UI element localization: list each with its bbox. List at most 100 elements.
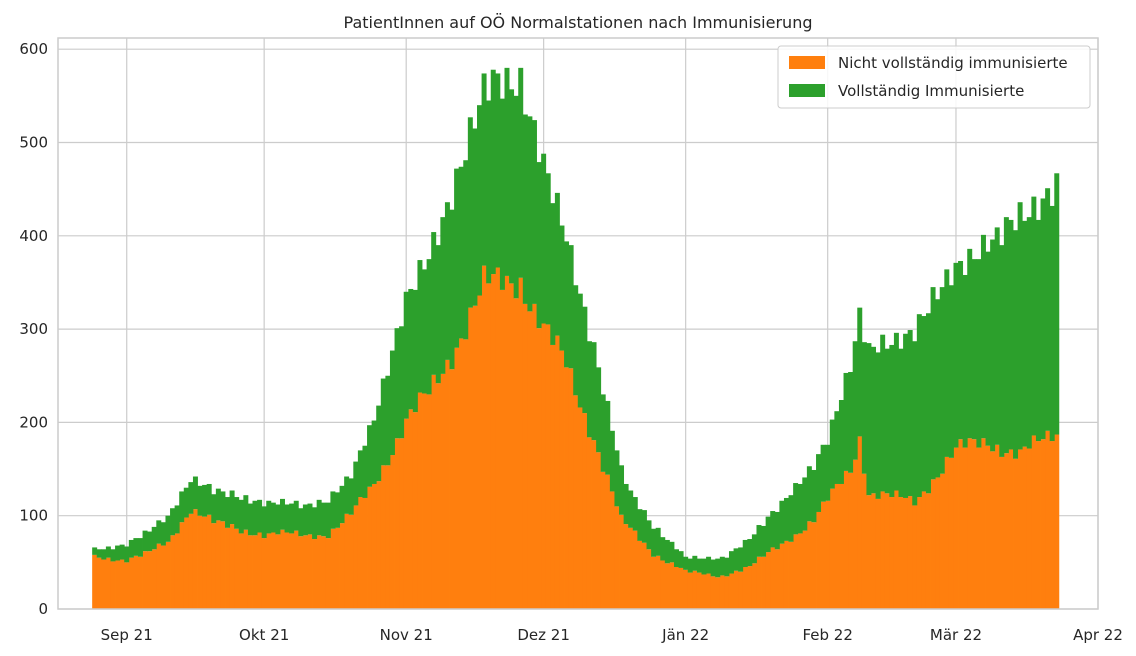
bar-not-fully-immunized — [715, 577, 721, 609]
bar-fully-immunized — [270, 502, 276, 533]
bar-not-fully-immunized — [403, 418, 409, 609]
bar-not-fully-immunized — [188, 513, 194, 609]
bar-not-fully-immunized — [486, 283, 492, 609]
bar-not-fully-immunized — [582, 413, 588, 609]
bar-fully-immunized — [252, 500, 258, 536]
bar-fully-immunized — [1022, 220, 1028, 447]
bar-not-fully-immunized — [948, 457, 954, 609]
bar-not-fully-immunized — [545, 324, 551, 609]
bar-fully-immunized — [783, 497, 789, 541]
bar-not-fully-immunized — [921, 491, 927, 609]
x-tick-label: Jän 22 — [661, 626, 709, 644]
bar-fully-immunized — [96, 549, 102, 558]
bar-not-fully-immunized — [183, 517, 189, 609]
bar-not-fully-immunized — [559, 350, 565, 609]
bar-fully-immunized — [609, 430, 615, 492]
bar-fully-immunized — [907, 330, 913, 497]
bar-fully-immunized — [1026, 217, 1032, 449]
bar-not-fully-immunized — [573, 395, 579, 609]
bar-not-fully-immunized — [275, 534, 281, 609]
bar-not-fully-immunized — [564, 367, 570, 609]
bar-fully-immunized — [367, 425, 373, 487]
y-tick-label: 0 — [38, 600, 48, 618]
bar-fully-immunized — [651, 528, 657, 557]
bar-fully-immunized — [958, 260, 964, 440]
bar-not-fully-immunized — [834, 483, 840, 609]
bar-fully-immunized — [747, 539, 753, 567]
bar-fully-immunized — [541, 153, 547, 324]
bar-not-fully-immunized — [316, 535, 322, 609]
bar-fully-immunized — [728, 551, 734, 574]
bar-fully-immunized — [692, 555, 698, 571]
bar-not-fully-immunized — [192, 509, 198, 609]
bar-fully-immunized — [669, 541, 675, 563]
bar-fully-immunized — [513, 95, 519, 299]
bar-not-fully-immunized — [490, 274, 496, 609]
bar-fully-immunized — [889, 344, 895, 498]
x-tick-label: Sep 21 — [101, 626, 153, 644]
bar-fully-immunized — [495, 73, 501, 268]
bar-fully-immunized — [509, 89, 515, 284]
bar-not-fully-immunized — [728, 573, 734, 609]
bar-fully-immunized — [234, 497, 240, 529]
y-tick-label: 500 — [19, 133, 48, 151]
bar-not-fully-immunized — [687, 572, 693, 609]
bar-not-fully-immunized — [733, 570, 739, 609]
bar-fully-immunized — [586, 341, 592, 438]
bar-fully-immunized — [761, 525, 767, 557]
bar-not-fully-immunized — [953, 447, 959, 609]
bar-fully-immunized — [701, 558, 707, 575]
bar-fully-immunized — [568, 245, 574, 369]
bar-fully-immunized — [614, 450, 620, 507]
bar-fully-immunized — [706, 556, 712, 574]
bar-fully-immunized — [1008, 219, 1014, 450]
bar-not-fully-immunized — [825, 500, 831, 609]
bar-not-fully-immunized — [348, 514, 354, 609]
bar-not-fully-immunized — [706, 573, 712, 609]
bar-not-fully-immunized — [1040, 439, 1046, 609]
bar-fully-immunized — [435, 245, 441, 384]
x-tick-label: Nov 21 — [380, 626, 433, 644]
bar-fully-immunized — [1003, 217, 1009, 454]
bar-not-fully-immunized — [385, 465, 391, 609]
x-tick-label: Mär 22 — [930, 626, 982, 644]
bar-not-fully-immunized — [458, 338, 464, 609]
bar-not-fully-immunized — [944, 456, 950, 609]
bar-not-fully-immunized — [1013, 458, 1019, 609]
bar-fully-immunized — [417, 260, 423, 393]
bar-fully-immunized — [385, 375, 391, 466]
bar-not-fully-immunized — [719, 575, 725, 609]
bar-fully-immunized — [1045, 188, 1051, 431]
bar-fully-immunized — [289, 503, 295, 534]
bar-fully-immunized — [820, 444, 826, 502]
bar-not-fully-immunized — [1035, 441, 1041, 609]
bar-fully-immunized — [160, 522, 166, 546]
bar-fully-immunized — [793, 483, 799, 535]
bar-fully-immunized — [779, 500, 785, 544]
bar-fully-immunized — [884, 348, 890, 494]
bar-not-fully-immunized — [307, 534, 313, 609]
bar-not-fully-immunized — [495, 267, 501, 609]
bar-fully-immunized — [848, 372, 854, 473]
bar-fully-immunized — [170, 508, 176, 536]
bar-not-fully-immunized — [454, 347, 460, 609]
bar-not-fully-immunized — [655, 555, 661, 609]
bar-fully-immunized — [802, 477, 808, 531]
bar-not-fully-immunized — [820, 501, 826, 609]
bar-not-fully-immunized — [325, 538, 331, 609]
bar-fully-immunized — [266, 500, 272, 534]
plot-frame — [57, 37, 1099, 610]
bar-fully-immunized — [788, 495, 794, 542]
bar-not-fully-immunized — [499, 289, 505, 609]
bar-fully-immunized — [504, 67, 510, 276]
bar-not-fully-immunized — [779, 543, 785, 609]
bar-fully-immunized — [422, 269, 428, 394]
bar-fully-immunized — [632, 497, 638, 531]
bar-fully-immunized — [871, 346, 876, 494]
bar-fully-immunized — [238, 499, 244, 534]
bar-not-fully-immunized — [976, 447, 982, 609]
bar-not-fully-immunized — [848, 472, 854, 609]
bar-not-fully-immunized — [871, 493, 876, 609]
bar-fully-immunized — [641, 510, 647, 543]
bar-not-fully-immunized — [600, 471, 606, 609]
